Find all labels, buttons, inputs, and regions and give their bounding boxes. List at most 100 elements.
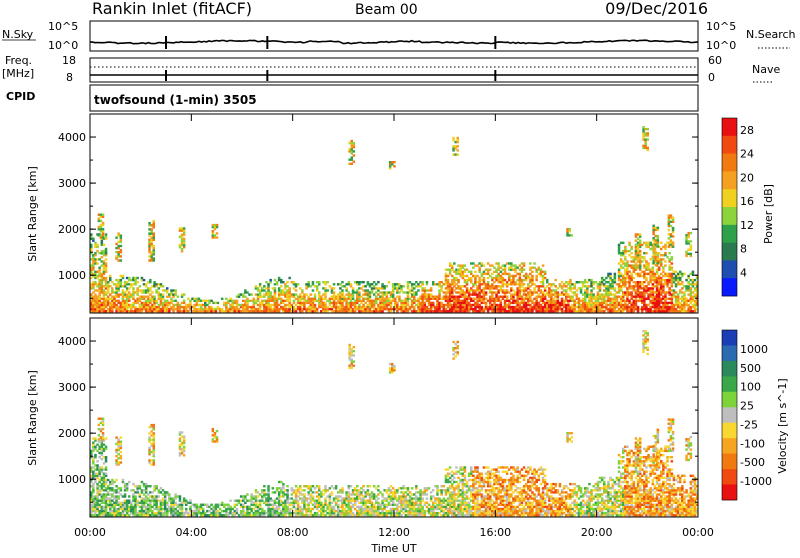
- power-cell: [512, 279, 515, 281]
- power-cell: [208, 302, 211, 304]
- velocity-cell: [291, 493, 294, 495]
- velocity-cell: [172, 500, 175, 502]
- velocity-cell: [98, 491, 101, 493]
- power-cell: [261, 287, 264, 289]
- velocity-cell: [329, 487, 332, 489]
- velocity-cell: [297, 502, 300, 504]
- velocity-cell: [122, 479, 125, 481]
- power-cell: [645, 277, 648, 279]
- power-cell: [153, 253, 156, 255]
- velocity-cell: [96, 460, 99, 462]
- power-cell: [98, 275, 101, 277]
- power-cell: [155, 306, 158, 308]
- power-cell: [350, 283, 353, 285]
- power-cell: [109, 285, 112, 287]
- power-cell: [153, 249, 156, 251]
- power-cell: [647, 128, 650, 130]
- power-cell: [134, 279, 137, 281]
- power-cell: [643, 281, 646, 283]
- power-cell: [584, 279, 587, 281]
- velocity-cell: [136, 502, 139, 504]
- power-cell: [318, 291, 321, 293]
- power-cell: [644, 143, 647, 145]
- power-cell: [102, 216, 105, 218]
- velocity-cell: [105, 473, 108, 475]
- velocity-cell: [105, 508, 108, 510]
- power-cell: [147, 296, 150, 298]
- power-cell: [580, 287, 583, 289]
- power-cell: [687, 304, 690, 306]
- power-cell: [250, 293, 253, 295]
- power-cell: [457, 153, 460, 155]
- power-cell: [592, 283, 595, 285]
- power-cell: [421, 302, 424, 304]
- power-cell: [101, 287, 104, 289]
- velocity-cell: [155, 506, 158, 508]
- power-cell: [459, 287, 462, 289]
- power-cell: [521, 281, 524, 283]
- velocity-cell: [94, 446, 97, 448]
- power-cell: [531, 275, 534, 277]
- power-cell: [333, 283, 336, 285]
- power-cell: [98, 293, 101, 295]
- power-cell: [454, 147, 457, 149]
- power-cell: [657, 262, 660, 264]
- power-cell: [557, 296, 560, 298]
- velocity-cell: [341, 491, 344, 493]
- velocity-cell: [92, 491, 95, 493]
- power-cell: [630, 304, 633, 306]
- power-cell: [98, 252, 101, 254]
- power-cell: [398, 296, 401, 298]
- power-cell: [221, 308, 224, 310]
- velocity-cell: [310, 510, 313, 512]
- power-cell: [668, 252, 671, 254]
- power-cell: [660, 242, 663, 244]
- power-cell: [497, 285, 500, 287]
- power-cell: [660, 248, 663, 250]
- velocity-cell: [181, 508, 184, 510]
- velocity-cell: [174, 514, 177, 516]
- power-cell: [92, 287, 95, 289]
- velocity-cell: [111, 500, 114, 502]
- power-cell: [345, 289, 348, 291]
- power-cell: [639, 258, 642, 260]
- power-cell: [624, 258, 627, 260]
- velocity-cell: [193, 506, 196, 508]
- power-cell: [356, 302, 359, 304]
- velocity-cell: [307, 493, 310, 495]
- power-cell: [497, 279, 500, 281]
- power-cell: [155, 289, 158, 291]
- nave-label: Nave: [752, 63, 780, 76]
- power-cell: [690, 240, 693, 242]
- power-cell: [107, 287, 110, 289]
- power-cell: [561, 281, 564, 283]
- power-cell: [396, 310, 399, 312]
- power-cell: [269, 306, 272, 308]
- power-cell: [120, 259, 123, 261]
- power-cell: [98, 306, 101, 308]
- power-cell: [647, 149, 650, 151]
- power-cell: [470, 281, 473, 283]
- velocity-cell: [305, 500, 308, 502]
- power-cell: [544, 271, 547, 273]
- nave-tick-top: 60: [708, 54, 722, 67]
- velocity-cell: [326, 489, 329, 491]
- power-cell: [658, 296, 661, 298]
- power-cell: [391, 161, 394, 163]
- velocity-cell: [183, 497, 186, 499]
- power-cell: [158, 287, 161, 289]
- power-cell: [459, 271, 462, 273]
- power-cell: [174, 308, 177, 310]
- power-cell: [286, 281, 289, 283]
- velocity-cell: [117, 508, 120, 510]
- power-cell: [172, 296, 175, 298]
- power-cell: [601, 304, 604, 306]
- power-cell: [274, 296, 277, 298]
- velocity-cell: [185, 500, 188, 502]
- power-cell: [407, 302, 410, 304]
- velocity-cell: [98, 489, 101, 491]
- power-cell: [660, 293, 663, 295]
- power-cell: [519, 275, 522, 277]
- power-cell: [504, 279, 507, 281]
